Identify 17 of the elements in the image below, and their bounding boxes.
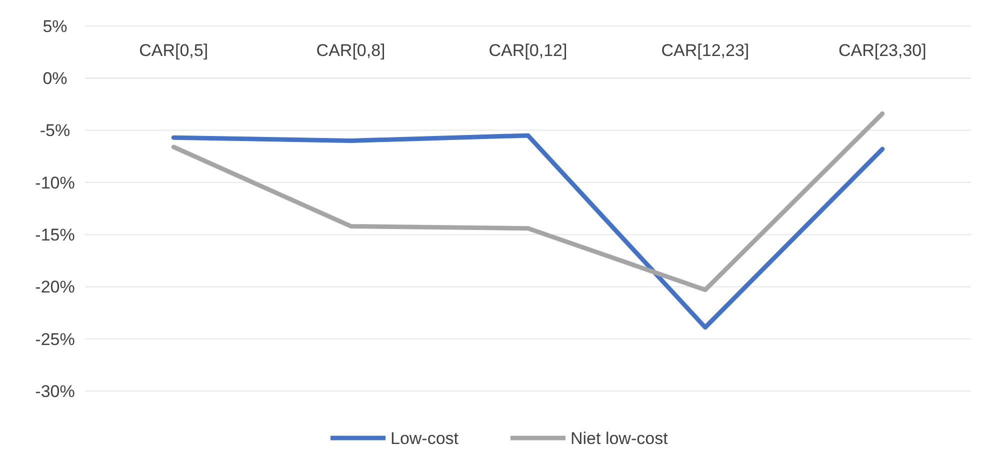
- line-series: [171, 133, 885, 330]
- y-tick-label: -25%: [35, 330, 75, 349]
- x-tick-label: CAR[0,8]: [316, 41, 386, 60]
- legend-label: Low-cost: [390, 428, 459, 448]
- x-tick-label: CAR[12,23]: [661, 41, 750, 60]
- y-tick-label: -30%: [35, 382, 75, 401]
- y-tick-label: -15%: [35, 226, 75, 245]
- y-tick-label: -20%: [35, 278, 75, 297]
- x-tick-label: CAR[0,5]: [139, 41, 208, 60]
- line-series: [171, 111, 885, 292]
- y-tick-label: 5%: [42, 16, 68, 36]
- x-tick-label: CAR[23,30]: [838, 41, 926, 60]
- y-tick-label: -10%: [35, 173, 75, 192]
- x-tick-label: CAR[0,12]: [488, 41, 568, 60]
- y-tick-label: -5%: [40, 121, 70, 140]
- legend-label: Niet low-cost: [570, 428, 668, 448]
- y-tick-label: 0%: [42, 69, 68, 88]
